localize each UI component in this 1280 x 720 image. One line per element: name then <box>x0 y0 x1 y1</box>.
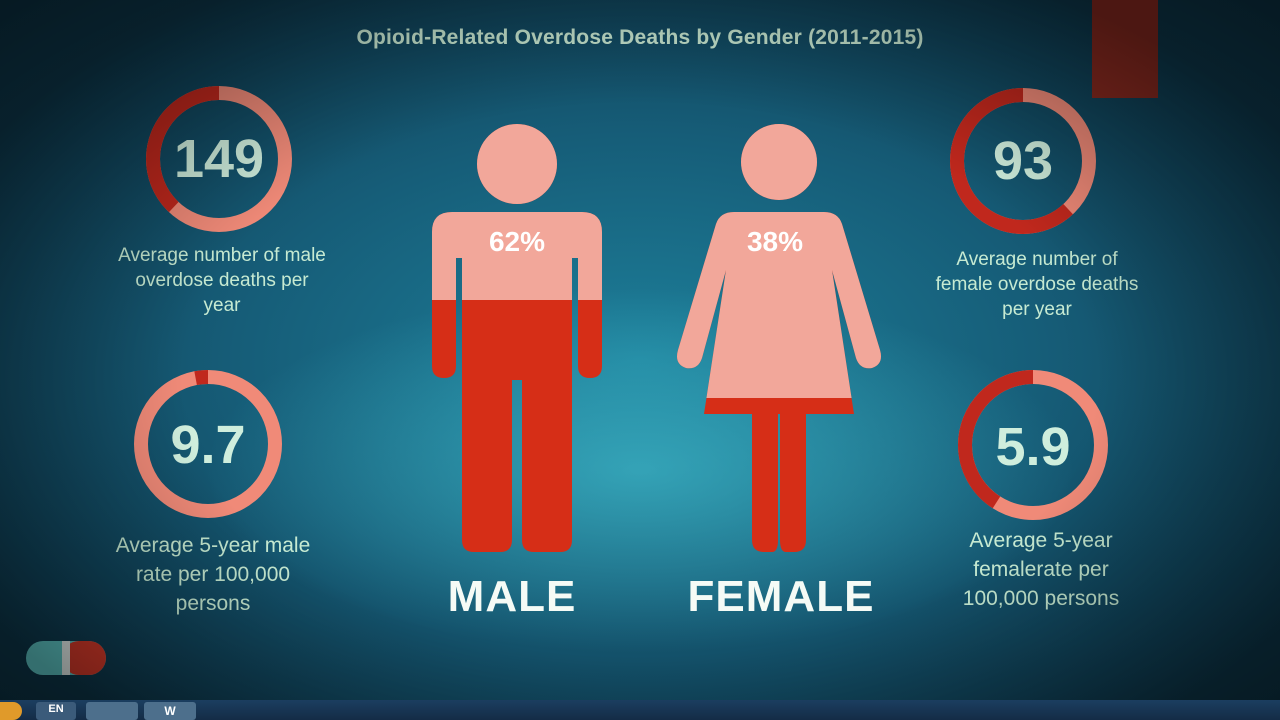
male-rate-value: 9.7 <box>170 415 246 475</box>
pill-icon <box>26 641 106 675</box>
female-label: FEMALE <box>687 572 875 621</box>
female-rate-value: 5.9 <box>995 417 1071 477</box>
start-orb-icon[interactable] <box>0 702 22 720</box>
male-deaths-ring <box>146 86 292 232</box>
male-rate-desc-line-2: rate per 100,000 <box>135 563 291 586</box>
female-deaths-desc-line-3: per year <box>1002 299 1072 320</box>
male-rate-desc-line-1: Average 5-year male <box>115 534 311 557</box>
male-deaths-value: 149 <box>173 129 265 189</box>
infographic-title: Opioid-Related Overdose Deaths by Gender… <box>356 26 924 49</box>
male-figure-icon <box>432 124 602 552</box>
language-indicator-icon[interactable]: EN <box>36 702 76 720</box>
male-rate-ring <box>134 370 282 518</box>
female-rate-ring <box>958 370 1108 520</box>
female-deaths-description: Average number of female overdose deaths… <box>892 247 1182 322</box>
infographic-slide: Opioid-Related Overdose Deaths by Gender… <box>0 0 1280 700</box>
female-rate-desc-line-2: femalerate per <box>973 558 1109 581</box>
female-figure-icon <box>677 124 881 552</box>
female-deaths-ring <box>950 88 1096 234</box>
male-rate-description: Average 5-year male rate per 100,000 per… <box>68 531 358 618</box>
female-deaths-desc-line-1: Average number of <box>956 249 1118 270</box>
male-deaths-desc-line-3: year <box>203 295 241 316</box>
taskbar: EN W <box>0 700 1280 720</box>
male-deaths-desc-line-1: Average number of male <box>118 245 326 266</box>
male-percent: 62% <box>488 226 546 257</box>
female-rate-desc-line-1: Average 5-year <box>969 529 1113 552</box>
male-rate-desc-line-3: persons <box>175 592 251 615</box>
female-rate-description: Average 5-year femalerate per 100,000 pe… <box>896 526 1186 613</box>
folder-icon[interactable] <box>86 702 138 720</box>
male-deaths-description: Average number of male overdose deaths p… <box>82 243 362 318</box>
corner-decoration <box>1092 0 1158 98</box>
female-percent: 38% <box>746 226 804 257</box>
female-rate-desc-line-3: 100,000 persons <box>962 587 1120 610</box>
word-icon[interactable]: W <box>144 702 196 720</box>
male-deaths-desc-line-2: overdose deaths per <box>135 270 309 291</box>
female-deaths-value: 93 <box>992 131 1054 191</box>
female-deaths-desc-line-2: female overdose deaths <box>935 274 1139 295</box>
male-label: MALE <box>447 572 577 621</box>
